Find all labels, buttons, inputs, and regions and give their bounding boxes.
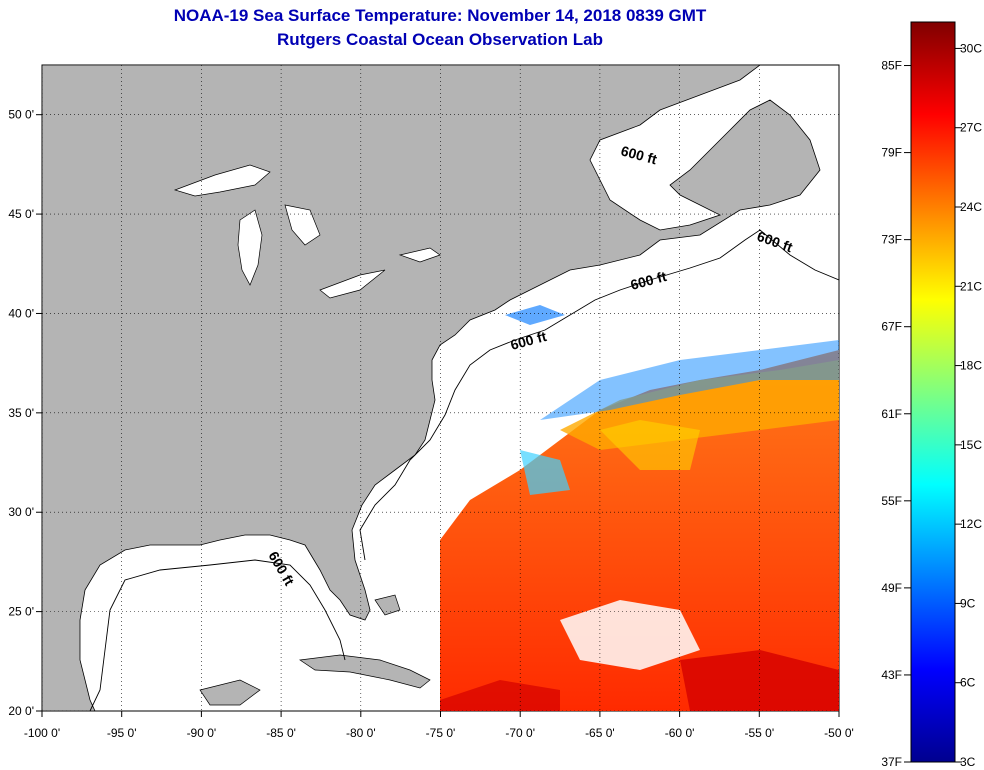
lon-tick-label: -95 0' [107,726,137,740]
lat-tick-label: 35 0' [8,406,34,420]
colorbar-c-label: 21C [960,279,982,293]
lon-tick-label: -100 0' [24,726,60,740]
colorbar-c-label: 15C [960,438,982,452]
lat-tick-label: 25 0' [8,605,34,619]
lon-tick-label: -65 0' [585,726,615,740]
colorbar-f-label: 85F [881,59,902,73]
lat-tick-label: 45 0' [8,207,34,221]
colorbar-c-label: 6C [960,676,976,690]
lat-tick-label: 30 0' [8,505,34,519]
colorbar-f-label: 67F [881,320,902,334]
lon-tick-label: -60 0' [665,726,695,740]
isobath-line [89,229,839,711]
colorbar-f-label: 79F [881,146,902,160]
lon-tick-label: -75 0' [426,726,456,740]
colorbar-f-label: 43F [881,668,902,682]
lon-tick-label: -90 0' [187,726,217,740]
colorbar-c-label: 9C [960,596,976,610]
lat-tick-label: 20 0' [8,704,34,718]
lon-tick-label: -80 0' [346,726,376,740]
colorbar-c-label: 12C [960,517,982,531]
lon-tick-label: -85 0' [266,726,296,740]
colorbar-f-label: 55F [881,494,902,508]
map-title: NOAA-19 Sea Surface Temperature: Novembe… [173,6,707,25]
lat-tick-label: 40 0' [8,306,34,320]
lon-tick-label: -70 0' [505,726,535,740]
colorbar-c-label: 3C [960,755,976,769]
colorbar-f-label: 49F [881,581,902,595]
land-mass [42,65,821,711]
map-subtitle: Rutgers Coastal Ocean Observation Lab [277,30,603,49]
colorbar-c-label: 24C [960,200,982,214]
great-lakes [173,164,441,299]
colorbar-f-label: 73F [881,233,902,247]
lon-tick-label: -55 0' [744,726,774,740]
map-axes: -100 0' -95 0' -90 0' -85 0' -80 0' -75 0' -70… [8,108,853,740]
colorbar-f-label: 61F [881,407,902,421]
caribbean-islands [199,594,431,706]
colorbar-labels: 85F 79F 73F 67F 61F 55F 49F 43F 37F 30C 27C 24C 21C 1… [881,41,982,769]
colorbar-f-label: 37F [881,755,902,769]
colorbar-c-label: 18C [960,359,982,373]
colorbar [910,21,956,763]
lat-tick-label: 50 0' [8,108,34,122]
lat-lon-grid [42,65,839,711]
colorbar-c-label: 27C [960,121,982,135]
sst-data-field [440,245,839,711]
colorbar-c-label: 30C [960,41,982,55]
lon-tick-label: -50 0' [824,726,854,740]
